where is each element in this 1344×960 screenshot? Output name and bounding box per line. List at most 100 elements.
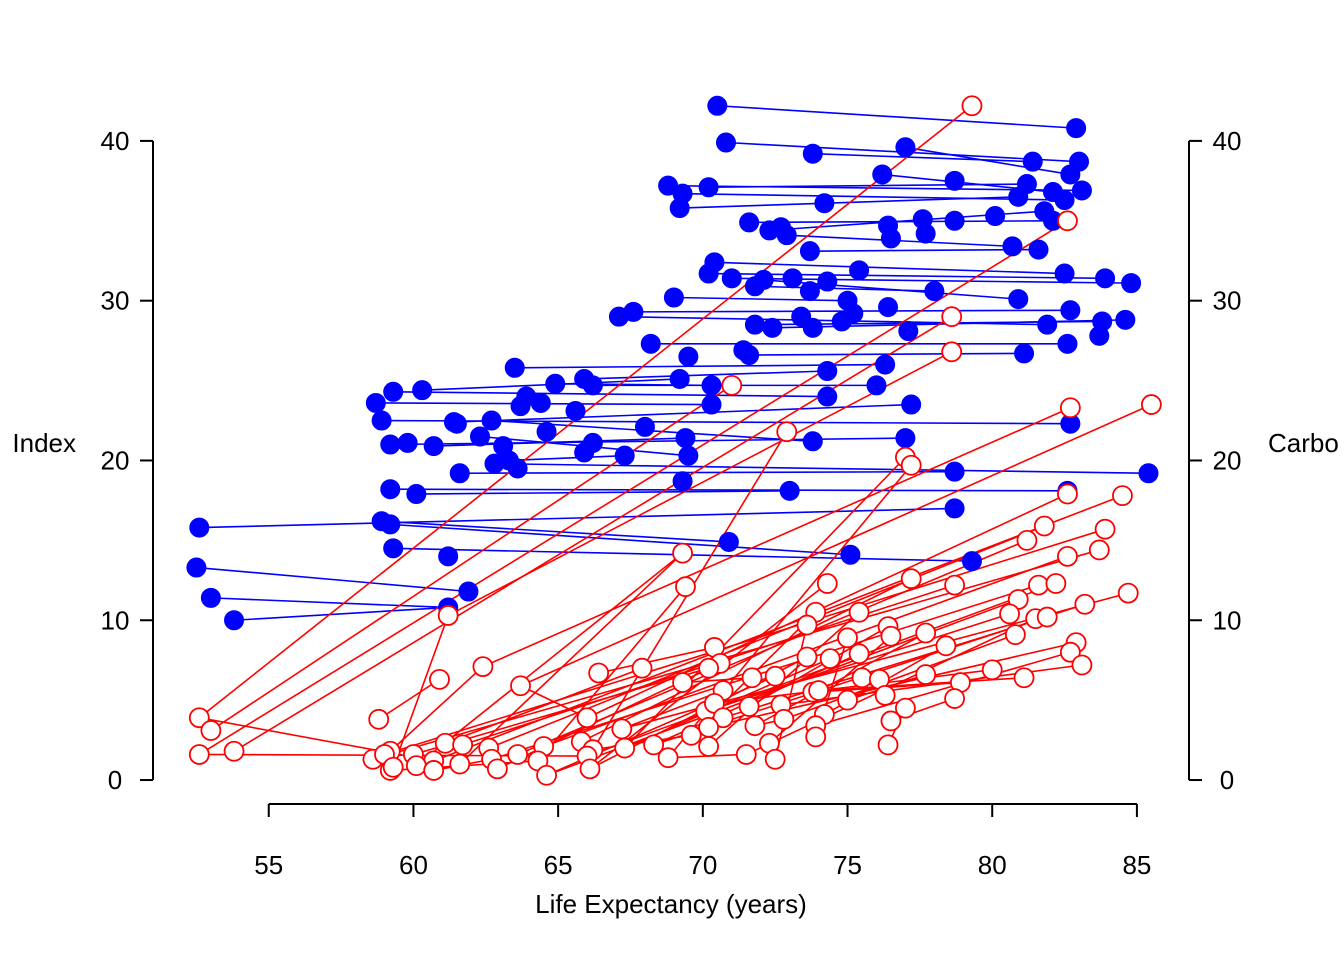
blue-series-point (1054, 263, 1075, 284)
blue-series-point (985, 206, 1006, 227)
red-series-segment (537, 586, 687, 762)
red-series-segment (682, 676, 753, 684)
red-series-point (712, 707, 734, 729)
blue-series-point (383, 538, 404, 559)
red-series-point (1036, 606, 1058, 628)
blue-series-point (189, 517, 210, 538)
red-series-point (510, 675, 531, 697)
blue-series-point (608, 306, 629, 327)
red-series-point (680, 724, 702, 746)
blue-series-segment (416, 490, 790, 495)
red-series-segment (818, 676, 1025, 692)
x-tick-label: 85 (1122, 850, 1151, 880)
blue-series-point (397, 432, 418, 453)
red-series-point (796, 614, 818, 636)
blue-series-point (901, 394, 922, 415)
blue-series-point (895, 428, 916, 449)
red-series-point (672, 542, 693, 564)
blue-series-point (675, 428, 696, 449)
blue-series-point (698, 177, 719, 198)
blue-series-point (799, 281, 820, 302)
blue-series-point (446, 413, 467, 434)
blue-series-point (961, 551, 982, 572)
red-series-point (188, 744, 210, 765)
red-series-point (1059, 397, 1081, 419)
red-series-point (657, 747, 679, 769)
blue-series-point (678, 346, 699, 367)
red-series-point (944, 574, 965, 596)
red-series-point (434, 732, 456, 754)
red-series-point (819, 648, 841, 669)
red-series-point (895, 697, 916, 719)
red-series-point (1016, 529, 1038, 551)
red-series-point (368, 708, 390, 730)
blue-series-point (574, 442, 595, 463)
blue-series-point (944, 210, 965, 231)
blue-series-point (739, 212, 760, 233)
red-series-point (741, 667, 763, 689)
blue-series-point (866, 375, 887, 396)
red-series-point (486, 758, 508, 780)
x-tick-label: 55 (254, 850, 283, 880)
blue-series-point (707, 95, 728, 116)
x-tick-label: 60 (399, 850, 428, 880)
red-series-point (805, 726, 827, 748)
blue-series-point (1089, 325, 1110, 346)
blue-series-segment (233, 606, 449, 622)
blue-series-point (507, 458, 528, 479)
red-series-point (1033, 515, 1055, 537)
red-series-point (915, 664, 937, 685)
x-tick-label: 65 (544, 850, 573, 880)
red-series-point (1088, 539, 1110, 561)
blue-series-segment (905, 146, 1071, 176)
red-series-segment (384, 528, 1106, 756)
red-series-point (816, 573, 838, 594)
blue-series-segment (673, 296, 848, 302)
red-series-point (472, 656, 494, 677)
red-series-point (643, 734, 665, 756)
blue-series-point (200, 587, 221, 608)
blue-series-point (365, 392, 386, 413)
blue-series-point (817, 386, 838, 407)
red-series-point (1057, 210, 1078, 232)
blue-series-point (802, 431, 823, 452)
red-series-point (437, 605, 459, 626)
red-series-point (588, 662, 610, 684)
blue-series-point (383, 381, 404, 402)
red-series-point (382, 756, 404, 778)
blue-series-point (510, 396, 531, 417)
red-series-segment (210, 384, 733, 732)
blue-series-points (186, 95, 1159, 631)
blue-series-point (1066, 118, 1087, 139)
blue-series-point (614, 445, 635, 466)
left-y-tick-label: 20 (101, 445, 130, 475)
red-series-point (738, 696, 760, 717)
red-series-segment (491, 584, 1039, 761)
red-series-segment (415, 552, 684, 767)
red-series-point (1059, 641, 1081, 663)
red-series-segment (389, 665, 484, 752)
blue-series-point (924, 281, 945, 302)
red-series-point (1004, 624, 1026, 646)
red-series-point (611, 718, 633, 740)
red-series-segment (444, 667, 643, 745)
blue-series-point (423, 436, 444, 457)
right-y-tick-label: 40 (1213, 126, 1242, 156)
blue-series-point (802, 317, 823, 338)
red-series-points (188, 95, 1162, 786)
blue-series-point (669, 198, 690, 219)
red-series-segment (592, 734, 692, 751)
blue-series-segment (708, 272, 1106, 280)
red-series-point (848, 601, 870, 623)
blue-series-point (701, 375, 722, 396)
red-series-segment (459, 552, 684, 765)
blue-series-point (944, 461, 965, 482)
red-series-point (1071, 654, 1093, 676)
red-series-point (614, 737, 636, 759)
red-series-segment (482, 407, 1071, 668)
blue-series-point (880, 228, 901, 249)
red-series-point (721, 374, 743, 396)
red-series-point (880, 625, 902, 647)
blue-series-segment (494, 462, 1149, 475)
blue-series-segment (584, 370, 828, 380)
